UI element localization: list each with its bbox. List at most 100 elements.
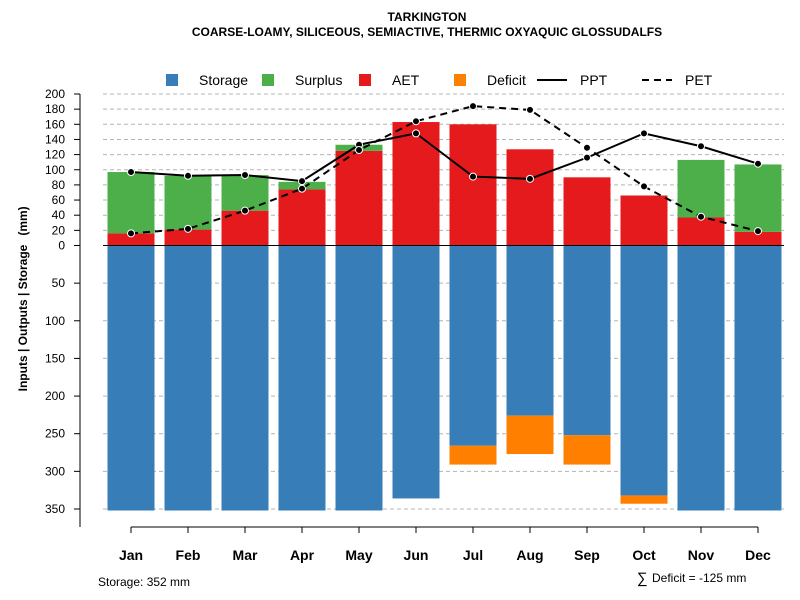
y-tick-label: 350	[45, 502, 65, 516]
storage-bar	[164, 245, 212, 511]
y-tick-label: 120	[45, 148, 65, 162]
x-tick-label: Feb	[176, 547, 201, 563]
storage-bar	[734, 245, 782, 511]
x-tick-label: Aug	[516, 547, 543, 563]
storage-bar	[392, 245, 440, 499]
y-tick-label: 40	[52, 208, 66, 222]
x-tick-label: Jul	[463, 547, 483, 563]
aet-bar	[392, 122, 440, 246]
aet-bar	[734, 231, 782, 246]
ppt-point	[754, 159, 762, 168]
ppt-point	[298, 177, 306, 186]
pet-line	[130, 105, 759, 235]
pet-point	[127, 229, 135, 238]
legend-swatch-deficit	[454, 74, 466, 86]
x-tick-label: Dec	[745, 547, 771, 563]
ppt-point	[127, 168, 135, 177]
x-tick-label: Oct	[632, 547, 656, 563]
x-tick-label: May	[345, 547, 372, 563]
x-tick-label: Apr	[290, 547, 315, 563]
ppt-point	[640, 129, 648, 138]
y-tick-label: 200	[45, 87, 65, 101]
deficit-bar	[563, 435, 611, 465]
x-tick-label: Nov	[688, 547, 715, 563]
legend-label-storage: Storage	[199, 72, 248, 88]
gridlines	[103, 93, 784, 510]
pet-point	[298, 184, 306, 193]
aet-bar	[677, 217, 725, 246]
legend-swatch-aet	[359, 74, 371, 86]
pet-point	[355, 146, 363, 155]
x-tick-label: Sep	[574, 547, 600, 563]
deficit-note: Deficit = -125 mm	[652, 571, 746, 585]
storage-bar	[449, 245, 497, 446]
legend-swatch-storage	[166, 74, 178, 86]
y-tick-label: 150	[45, 351, 65, 365]
storage-bar	[677, 245, 725, 511]
ppt-point	[412, 129, 420, 138]
ppt-point	[241, 171, 249, 180]
storage-note: Storage: 352 mm	[98, 575, 190, 589]
y-tick-label: 0	[58, 239, 65, 253]
legend-label-deficit: Deficit	[487, 72, 526, 88]
y-tick-label: 300	[45, 464, 65, 478]
surplus-bar	[164, 175, 212, 230]
pet-point	[697, 212, 705, 221]
storage-bar	[278, 245, 326, 511]
y-tick-label: 100	[45, 314, 65, 328]
aet-bar	[335, 150, 383, 246]
ppt-point	[526, 174, 534, 183]
lines	[127, 102, 762, 238]
pet-point	[640, 182, 648, 191]
deficit-bar	[620, 495, 668, 504]
aet-bar	[620, 195, 668, 246]
y-tick-label: 160	[45, 117, 65, 131]
legend-label-aet: AET	[392, 72, 420, 88]
aet-bar	[563, 177, 611, 246]
y-tick-label: 80	[52, 178, 66, 192]
ppt-point	[697, 142, 705, 151]
surplus-bar	[677, 159, 725, 218]
x-tick-label: Jan	[119, 547, 143, 563]
y-tick-label: 180	[45, 102, 65, 116]
ppt-point	[469, 172, 477, 181]
storage-bar	[335, 245, 383, 511]
y-tick-label: 100	[45, 163, 65, 177]
surplus-bar	[734, 164, 782, 232]
pet-point	[754, 227, 762, 236]
chart-subtitle: COARSE-LOAMY, SILICEOUS, SEMIACTIVE, THE…	[192, 25, 662, 39]
y-tick-label: 20	[52, 223, 66, 237]
storage-bar	[107, 245, 155, 511]
ppt-line	[130, 132, 759, 183]
deficit-symbol: ∑	[637, 570, 648, 587]
storage-bar	[563, 245, 611, 436]
legend-label-surplus: Surplus	[295, 72, 342, 88]
aet-bar	[449, 124, 497, 246]
ppt-point	[184, 171, 192, 180]
pet-point	[184, 224, 192, 233]
aet-bar	[164, 229, 212, 246]
aet-bar	[278, 189, 326, 246]
legend-label-pet: PET	[685, 72, 713, 88]
storage-bar	[506, 245, 554, 416]
bars	[107, 122, 782, 511]
deficit-bar	[506, 415, 554, 455]
y-axis: 0204060801001201401601802005010015020025…	[45, 87, 81, 527]
y-tick-label: 200	[45, 389, 65, 403]
pet-point	[241, 206, 249, 215]
y-tick-label: 140	[45, 132, 65, 146]
pet-point	[526, 105, 534, 114]
legend-swatch-surplus	[262, 74, 274, 86]
pet-point	[412, 117, 420, 126]
x-tick-label: Mar	[233, 547, 258, 563]
deficit-bar	[449, 445, 497, 465]
chart-legend: Storage Surplus AET Deficit PPT PET	[166, 72, 713, 88]
surplus-bar	[107, 172, 155, 234]
ppt-point	[583, 153, 591, 162]
pet-point	[469, 102, 477, 111]
storage-bar	[620, 245, 668, 496]
pet-point	[583, 143, 591, 152]
y-tick-label: 60	[52, 193, 66, 207]
y-tick-label: 250	[45, 427, 65, 441]
